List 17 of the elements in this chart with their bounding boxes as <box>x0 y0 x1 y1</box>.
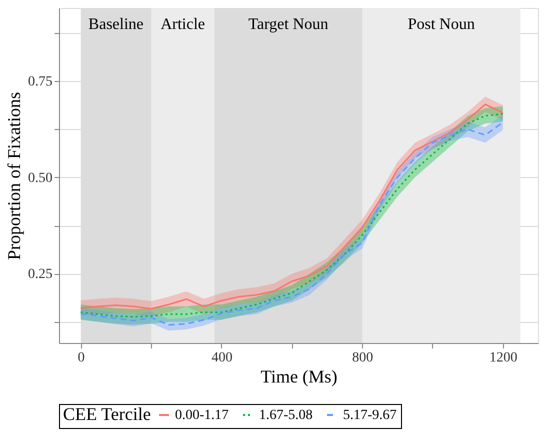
y-tick-label: 0.25 <box>28 267 52 282</box>
y-tick-label: 0.50 <box>28 170 52 186</box>
band-label: Post Noun <box>408 16 475 33</box>
x-axis-title: Time (Ms) <box>260 366 338 386</box>
y-tick-label: 0.75 <box>28 74 52 90</box>
band-label: Article <box>160 16 206 33</box>
x-tick-label: 1200 <box>489 350 518 366</box>
legend-label: 0.00-1.17 <box>175 408 229 423</box>
x-tick-label: 400 <box>211 350 232 366</box>
y-axis-title: Proportion of Fixations <box>4 92 24 260</box>
band-label: Target Noun <box>248 16 328 33</box>
x-tick-label: 800 <box>352 350 374 366</box>
x-tick-label: 0 <box>78 350 85 366</box>
band-label: Baseline <box>88 16 144 33</box>
legend-label: 5.17-9.67 <box>343 408 397 423</box>
legend-label: 1.67-5.08 <box>259 408 313 423</box>
legend-title: CEE Tercile <box>63 404 151 424</box>
